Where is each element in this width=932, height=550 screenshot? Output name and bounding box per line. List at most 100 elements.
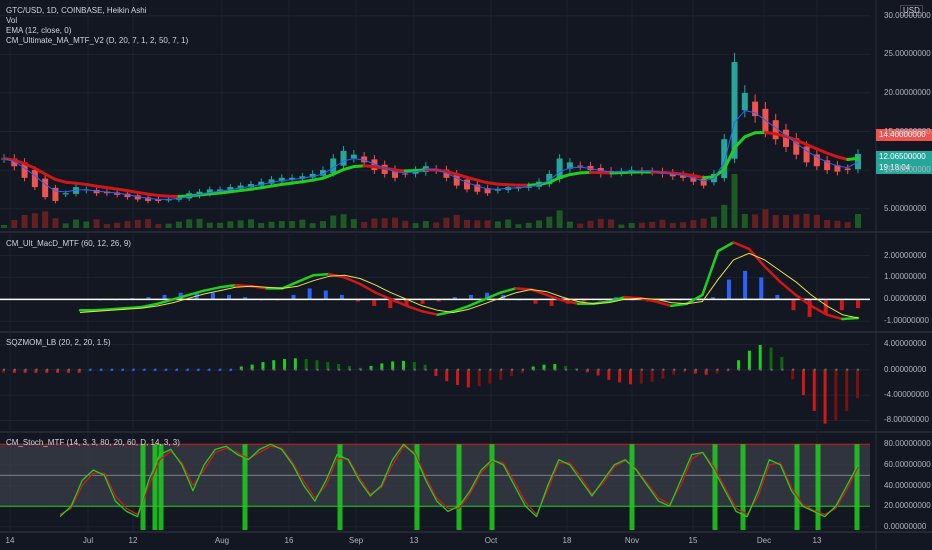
squeeze-dot bbox=[845, 368, 849, 371]
macd-line-segment bbox=[312, 272, 331, 277]
squeeze-dot bbox=[575, 368, 579, 371]
volume-bar bbox=[803, 213, 810, 228]
ma-line-segment bbox=[815, 147, 829, 155]
volume-bar bbox=[258, 222, 265, 228]
ma-line-segment bbox=[249, 186, 263, 191]
volume-bar bbox=[566, 221, 573, 228]
candle-body bbox=[371, 159, 378, 171]
momentum-bar bbox=[380, 363, 384, 370]
momentum-bar bbox=[585, 369, 589, 373]
volume-bar bbox=[268, 221, 275, 228]
squeeze-dot bbox=[640, 368, 643, 371]
ma-line-segment bbox=[177, 194, 191, 198]
squeeze-dot bbox=[413, 368, 416, 371]
volume-bar bbox=[855, 214, 861, 228]
y-tick-label: -8.00000000 bbox=[884, 415, 929, 425]
ma-line-segment bbox=[846, 156, 860, 161]
squeeze-dot bbox=[424, 368, 427, 371]
macd-line-segment bbox=[716, 241, 735, 253]
macd-line-segment bbox=[140, 302, 160, 309]
ma-line-segment bbox=[547, 176, 562, 184]
volume-bar bbox=[217, 222, 224, 228]
squeeze-dot bbox=[262, 368, 265, 371]
macd-histogram-bar bbox=[210, 292, 215, 300]
volume-bar bbox=[813, 214, 820, 228]
squeeze-dot bbox=[89, 368, 92, 371]
ma-line-segment bbox=[619, 170, 634, 175]
volume-bar bbox=[412, 223, 419, 228]
volume-bar bbox=[52, 218, 59, 228]
momentum-bar bbox=[488, 369, 492, 384]
squeeze-dot bbox=[327, 368, 330, 371]
x-tick-label: 16 bbox=[284, 536, 294, 545]
momentum-bar bbox=[812, 369, 816, 411]
candle-body bbox=[258, 181, 265, 186]
candle-body bbox=[134, 195, 141, 200]
momentum-bar bbox=[239, 366, 243, 370]
squeeze-dot bbox=[24, 368, 27, 371]
ma-line-segment bbox=[290, 180, 304, 185]
candle-body bbox=[566, 162, 573, 169]
volume-indicator-label[interactable]: Vol bbox=[6, 16, 18, 25]
macd-line-segment bbox=[452, 304, 471, 313]
stoch-signal-column bbox=[740, 444, 746, 530]
macd-line-segment bbox=[374, 291, 393, 301]
macd-histogram-bar bbox=[791, 299, 796, 311]
squeeze-dot bbox=[781, 368, 784, 371]
ma-line-segment bbox=[486, 181, 500, 186]
sqz-legend[interactable]: SQZMOM_LB (20, 2, 20, 1.5) bbox=[6, 338, 111, 347]
stoch-signal-column bbox=[242, 444, 248, 530]
ma-line-segment bbox=[270, 182, 284, 188]
ma-line-segment bbox=[342, 165, 356, 172]
volume-bar bbox=[227, 221, 234, 228]
candle-body bbox=[834, 165, 841, 172]
ma-indicator-label[interactable]: CM_Ultimate_MA_MTF_V2 (D, 20, 7, 1, 2, 5… bbox=[6, 36, 189, 45]
ma-line-segment bbox=[681, 172, 695, 178]
y-tick-label: -1.00000000 bbox=[884, 316, 929, 326]
volume-bar bbox=[371, 218, 378, 228]
momentum-bar bbox=[326, 362, 330, 370]
squeeze-dot bbox=[316, 368, 319, 371]
candle-body bbox=[793, 138, 800, 155]
squeeze-dot bbox=[251, 368, 254, 371]
macd-legend[interactable]: CM_Ult_MacD_MTF (60, 12, 26, 9) bbox=[6, 239, 131, 248]
macd-line-segment bbox=[156, 298, 175, 305]
x-tick-label: Sep bbox=[348, 536, 364, 545]
x-tick-label: 13 bbox=[409, 536, 419, 545]
macd-line-segment bbox=[125, 305, 144, 310]
volume-bar bbox=[690, 220, 697, 228]
volume-bar bbox=[793, 214, 800, 228]
squeeze-dot bbox=[673, 368, 676, 371]
volume-bar bbox=[299, 219, 306, 228]
macd-histogram-bar bbox=[533, 299, 538, 304]
ma-line-segment bbox=[228, 189, 243, 194]
x-tick-label: 14 bbox=[5, 536, 15, 545]
macd-line-segment bbox=[747, 247, 766, 268]
ma-line-segment bbox=[136, 190, 150, 196]
volume-bar bbox=[402, 220, 409, 228]
candle-body bbox=[391, 169, 398, 178]
candle-body bbox=[494, 189, 501, 191]
ema-indicator-label[interactable]: EMA (12, close, 0) bbox=[6, 26, 72, 35]
volume-bar bbox=[556, 210, 563, 228]
squeeze-dot bbox=[2, 368, 6, 371]
stoch-legend[interactable]: CM_Stoch_MTF (14, 3, 3, 80, 20, 60, D, 1… bbox=[6, 438, 180, 447]
stoch-signal-column bbox=[854, 444, 860, 530]
momentum-bar bbox=[56, 369, 60, 373]
macd-line-segment bbox=[810, 304, 829, 316]
currency-button[interactable]: USD bbox=[900, 5, 923, 16]
momentum-bar bbox=[456, 369, 460, 385]
candle-body bbox=[803, 146, 810, 163]
symbol-title[interactable]: GTC/USD, 1D, COINBASE, Heikin Ashi bbox=[6, 6, 147, 15]
ma-line-segment bbox=[455, 172, 469, 179]
stoch-signal-column bbox=[794, 444, 800, 530]
momentum-bar bbox=[77, 369, 81, 373]
volume-bar bbox=[834, 220, 841, 228]
momentum-bar bbox=[791, 369, 795, 380]
y-tick-label: 60.00000000 bbox=[884, 459, 931, 469]
squeeze-dot bbox=[175, 368, 179, 371]
volume-bar bbox=[484, 220, 491, 228]
candle-body bbox=[227, 187, 234, 191]
momentum-bar bbox=[520, 369, 524, 373]
